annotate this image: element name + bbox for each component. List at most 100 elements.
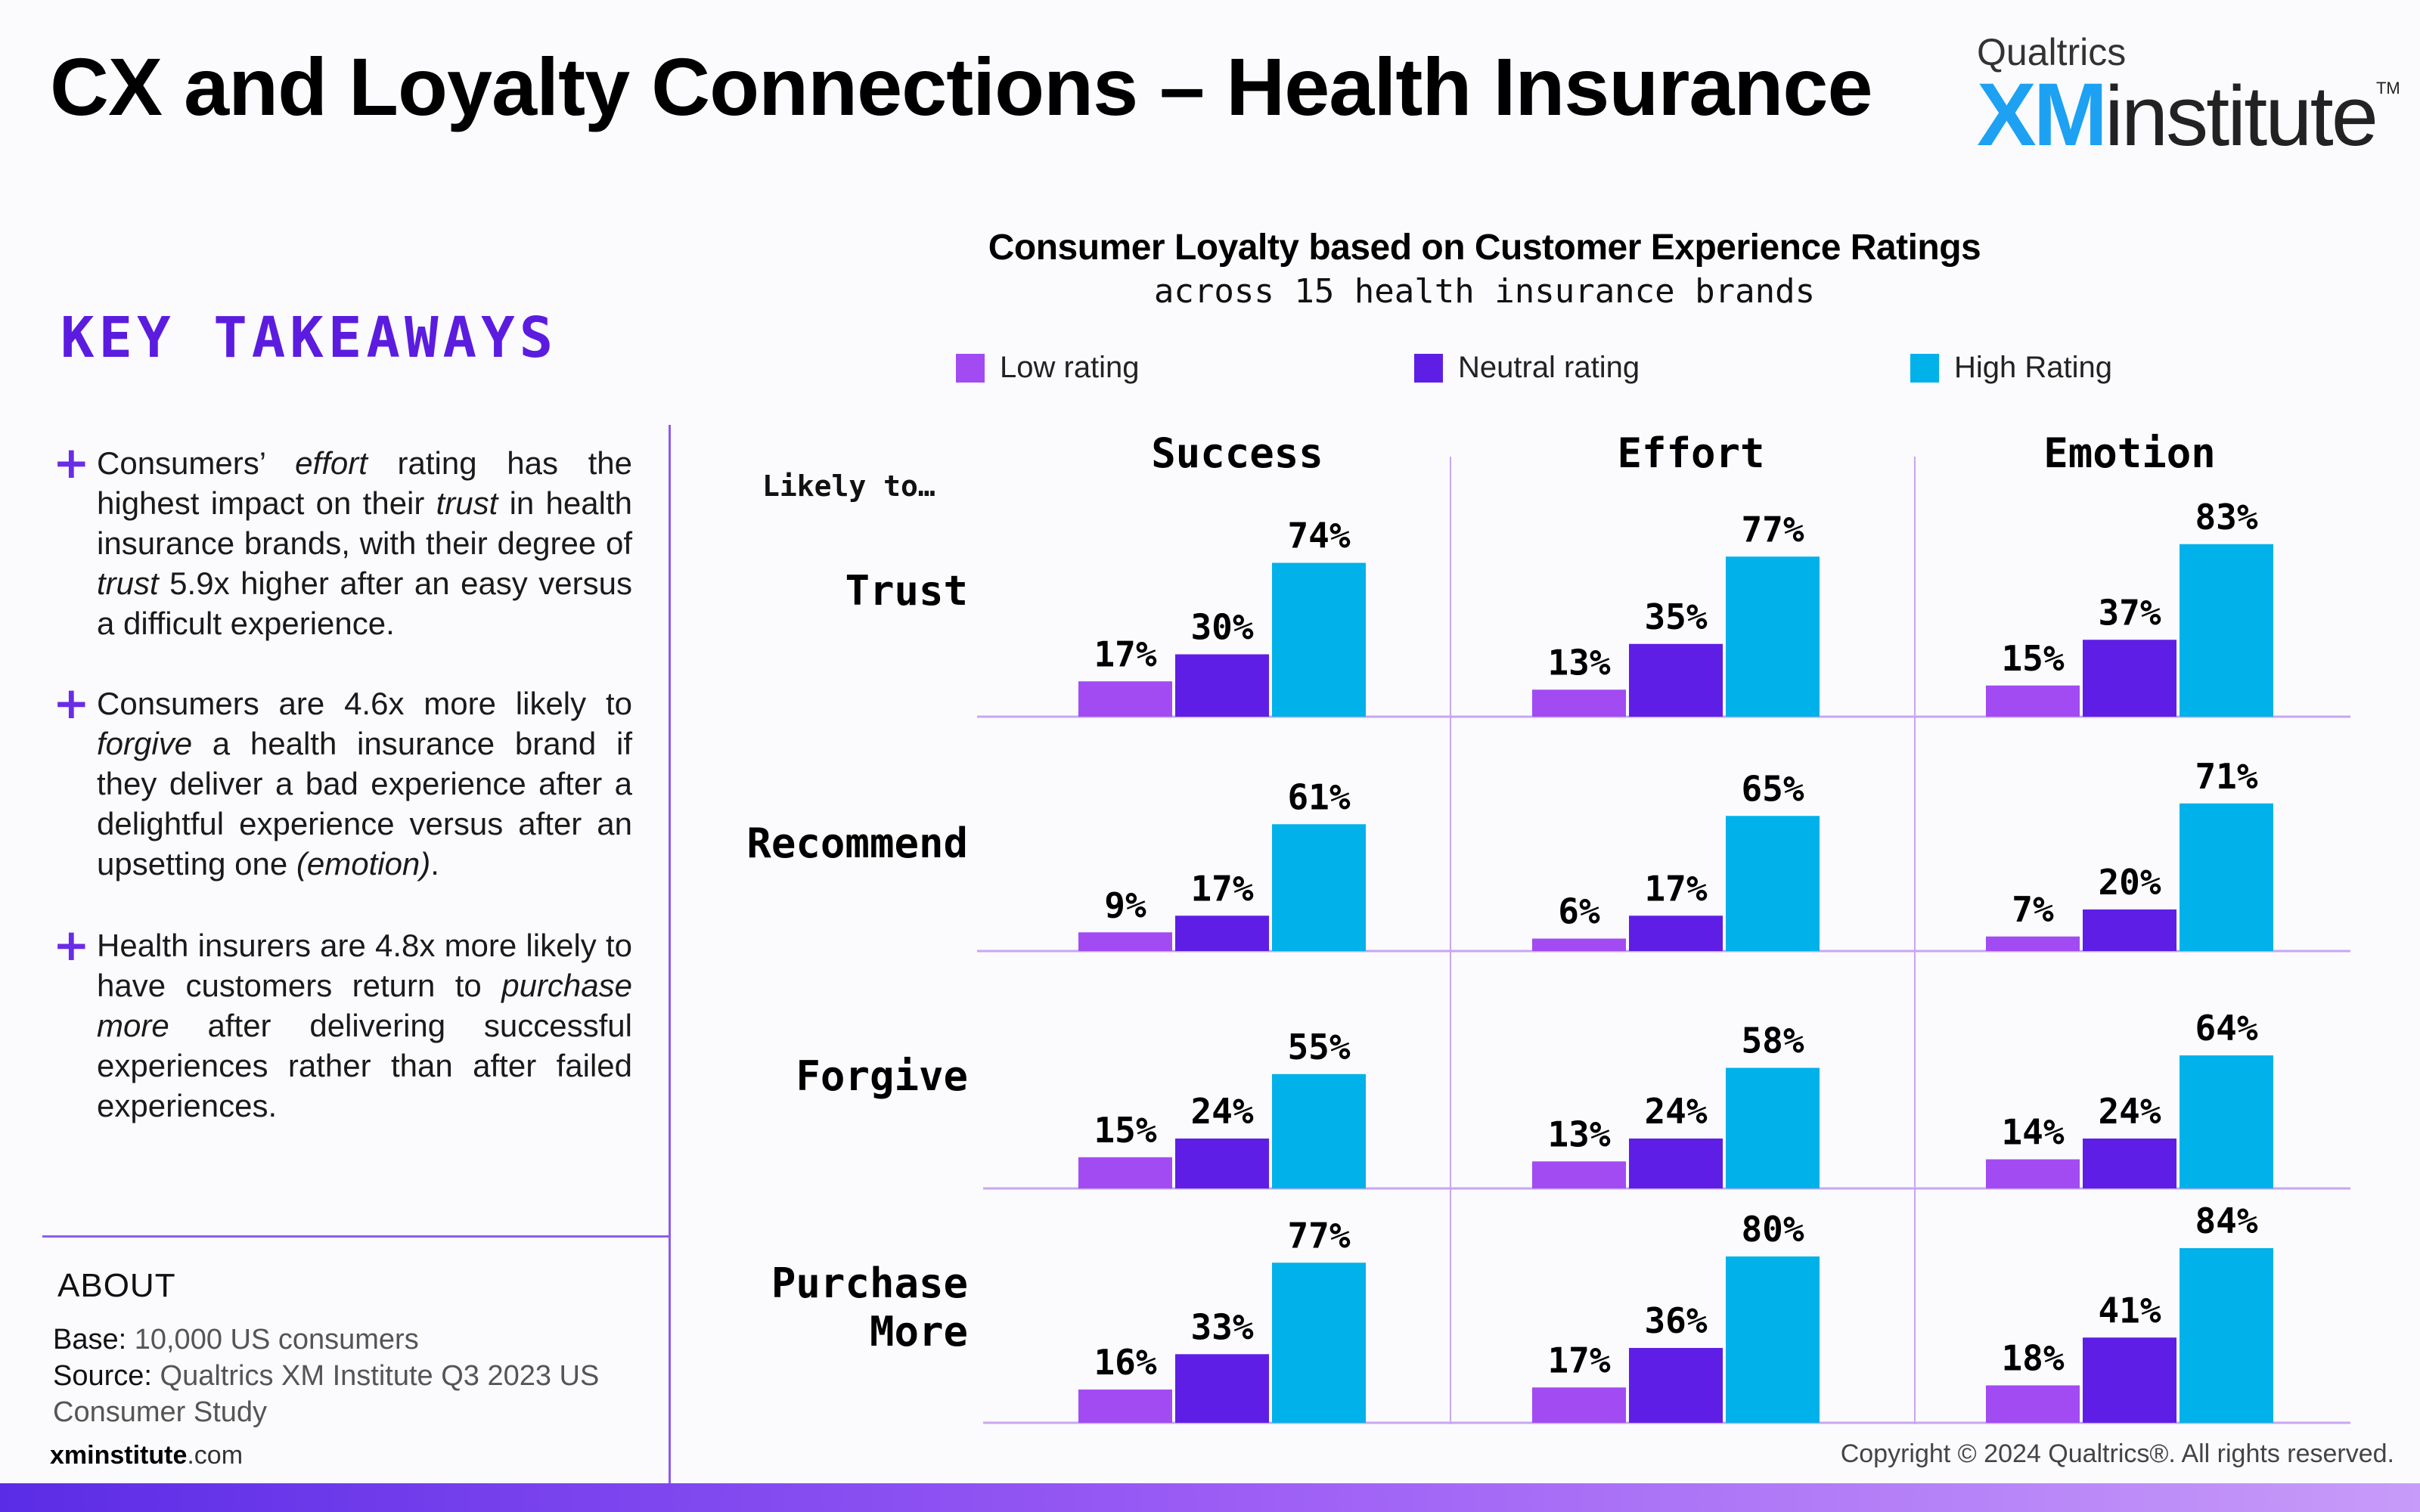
legend-item-low: Low rating: [956, 351, 1140, 385]
bar-high: [1272, 1074, 1366, 1188]
bar-high: [2180, 1055, 2273, 1188]
data-label: 24%: [1644, 1091, 1707, 1132]
bar-high: [2180, 1248, 2273, 1423]
bar-high: [1272, 824, 1366, 951]
data-label: 13%: [1547, 642, 1610, 683]
bar-high: [2180, 803, 2273, 951]
column-header-success: Success: [1151, 429, 1323, 477]
data-label: 74%: [1287, 516, 1350, 556]
about-base: Base: 10,000 US consumers: [53, 1324, 419, 1356]
data-label: 61%: [1287, 776, 1350, 817]
data-label: 16%: [1094, 1342, 1156, 1383]
takeaway-item-1: + Consumers’ effort rating has the highe…: [53, 437, 633, 643]
legend-item-high: High Rating: [1910, 351, 2112, 385]
plus-icon: +: [53, 437, 90, 488]
row-label-trust: Trust: [845, 567, 968, 615]
qualtrics-xm-institute-logo[interactable]: Qualtrics XMinstituteTM: [1977, 30, 2400, 166]
divider-vertical: [669, 425, 671, 1483]
copyright-text: Copyright © 2024 Qualtrics®. All rights …: [1840, 1439, 2394, 1468]
data-label: 71%: [2195, 756, 2257, 797]
about-heading: ABOUT: [57, 1267, 176, 1304]
bar-low: [1078, 681, 1172, 717]
plus-icon: +: [53, 919, 90, 971]
chart-title: Consumer Loyalty based on Customer Exper…: [988, 228, 1981, 268]
row-label-purchase-more: Purchase: [771, 1259, 968, 1307]
row-label-forgive: Forgive: [796, 1052, 968, 1100]
bottom-gradient-bar: [0, 1483, 2420, 1512]
data-label: 15%: [2001, 638, 2064, 679]
data-label: 41%: [2098, 1290, 2161, 1331]
bar-neutral: [1175, 1354, 1269, 1423]
bar-low: [1532, 1161, 1626, 1188]
bar-low: [1078, 1157, 1172, 1188]
bar-neutral: [1629, 916, 1723, 951]
data-label: 14%: [2001, 1112, 2064, 1153]
data-label: 9%: [1104, 885, 1146, 925]
takeaway-text: Consumers’ effort rating has the highest…: [97, 445, 633, 641]
data-label: 17%: [1190, 868, 1253, 909]
column-header-emotion: Emotion: [2043, 429, 2216, 477]
data-label: 17%: [1644, 868, 1707, 909]
data-label: 6%: [1558, 891, 1600, 932]
bar-neutral: [1629, 1139, 1723, 1188]
bar-low: [1078, 1390, 1172, 1423]
bar-high: [1726, 816, 1820, 951]
row-label-recommend: Recommend: [746, 820, 968, 867]
data-label: 36%: [1644, 1300, 1707, 1341]
bar-low: [1986, 1159, 2080, 1188]
data-label: 13%: [1547, 1114, 1610, 1154]
divider-horizontal: [42, 1235, 670, 1238]
bar-low: [1532, 1387, 1626, 1423]
bar-neutral: [1175, 916, 1269, 951]
takeaway-item-2: + Consumers are 4.6x more likely to forg…: [53, 677, 632, 884]
data-label: 20%: [2098, 862, 2161, 903]
bar-neutral: [2083, 1337, 2176, 1423]
legend-swatch-low: [956, 353, 985, 383]
bar-neutral: [1629, 643, 1723, 717]
bar-high: [1726, 1256, 1820, 1423]
bar-neutral: [1175, 654, 1269, 717]
data-label: 77%: [1741, 509, 1804, 550]
bar-neutral: [2083, 640, 2176, 717]
data-label: 17%: [1094, 634, 1156, 674]
logo-trademark: TM: [2375, 79, 2400, 98]
legend-label: Neutral rating: [1458, 351, 1640, 384]
data-label: 58%: [1741, 1021, 1804, 1061]
bar-high: [1272, 562, 1366, 717]
plus-icon: +: [53, 677, 90, 729]
takeaway-text: Health insurers are 4.8x more likely to …: [97, 928, 632, 1123]
row-header-label: Likely to…: [762, 469, 935, 503]
bar-low: [1986, 1385, 2080, 1423]
page-title: CX and Loyalty Connections – Health Insu…: [50, 41, 1873, 132]
legend-swatch-high: [1910, 353, 1939, 383]
bar-low: [1532, 689, 1626, 717]
row-label-purchase-more: More: [870, 1308, 968, 1356]
bar-neutral: [1629, 1348, 1723, 1423]
data-label: 30%: [1190, 607, 1253, 648]
legend-label: Low rating: [1000, 351, 1140, 384]
about-source: Source: Qualtrics XM Institute Q3 2023 U…: [53, 1360, 600, 1428]
data-label: 17%: [1547, 1340, 1610, 1380]
site-link[interactable]: xminstitute.com: [50, 1441, 244, 1470]
bar-neutral: [2083, 909, 2176, 951]
data-label: 80%: [1741, 1209, 1804, 1250]
data-label: 64%: [2195, 1008, 2257, 1049]
key-takeaways-heading: KEY TAKEAWAYS: [60, 305, 558, 370]
data-label: 65%: [1741, 768, 1804, 809]
data-label: 55%: [1287, 1027, 1350, 1067]
bar-neutral: [2083, 1139, 2176, 1188]
bar-high: [1726, 1067, 1820, 1188]
bar-low: [1532, 938, 1626, 951]
bar-high: [2180, 544, 2273, 717]
bar-high: [1726, 556, 1820, 717]
data-label: 33%: [1190, 1306, 1253, 1347]
data-label: 84%: [2195, 1201, 2257, 1241]
data-label: 24%: [2098, 1091, 2161, 1132]
data-label: 15%: [1094, 1110, 1156, 1151]
bar-neutral: [1175, 1139, 1269, 1188]
logo-brand: Qualtrics: [1977, 31, 2127, 73]
legend-item-neutral: Neutral rating: [1414, 351, 1640, 385]
legend-label: High Rating: [1954, 351, 2113, 384]
data-label: 35%: [1644, 596, 1707, 637]
chart-subtitle: across 15 health insurance brands: [1153, 272, 1816, 311]
